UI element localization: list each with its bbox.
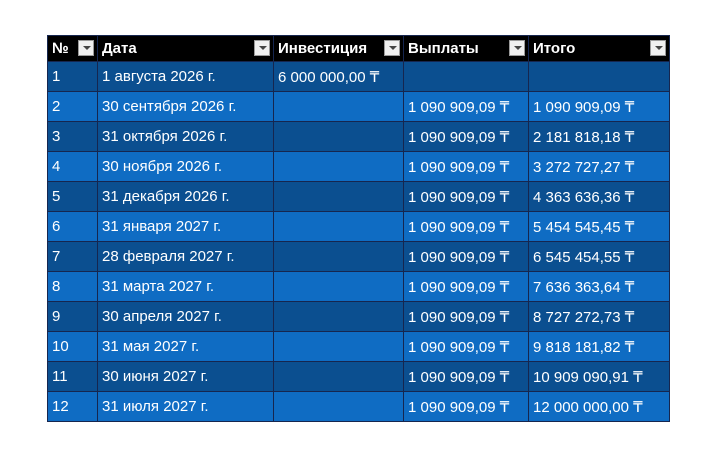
table-cell: 7 [47,241,98,272]
table-cell: 30 июня 2027 г. [97,361,274,392]
table-cell: 1 090 909,09 ₸ [403,241,529,272]
table-cell [273,241,404,272]
table-cell: 30 ноября 2026 г. [97,151,274,182]
table-cell [273,151,404,182]
table-cell: 12 000 000,00 ₸ [528,391,670,422]
header-label: Выплаты [408,40,479,57]
table-cell [273,91,404,122]
table-cell: 31 мая 2027 г. [97,331,274,362]
table-cell: 9 [47,301,98,332]
table-cell: 1 090 909,09 ₸ [403,181,529,212]
header-label: Инвестиция [278,40,368,57]
table-cell: 5 [47,181,98,212]
table-cell: 31 марта 2027 г. [97,271,274,302]
table-row: 12 31 июля 2027 г. 1 090 909,09 ₸ 12 000 00… [47,391,670,422]
header-label: Дата [102,40,137,57]
table-row: 4 30 ноября 2026 г. 1 090 909,09 ₸ 3 272 72… [47,151,670,182]
table-row: 10 31 мая 2027 г. 1 090 909,09 ₸ 9 818 181,… [47,331,670,362]
table-header: № Дата Инвестиция Выплаты Итого [47,35,670,62]
table-cell: 12 [47,391,98,422]
table-cell: 1 090 909,09 ₸ [403,331,529,362]
table-cell: 4 363 636,36 ₸ [528,181,670,212]
table-cell: 1 090 909,09 ₸ [528,91,670,122]
table-cell: 30 сентября 2026 г. [97,91,274,122]
table-cell: 31 октября 2026 г. [97,121,274,152]
table-cell: 31 июля 2027 г. [97,391,274,422]
table-cell: 1 090 909,09 ₸ [403,121,529,152]
table-cell [273,391,404,422]
table-cell: 28 февраля 2027 г. [97,241,274,272]
table-cell: 1 090 909,09 ₸ [403,391,529,422]
table-row: 6 31 января 2027 г. 1 090 909,09 ₸ 5 454 54… [47,211,670,242]
header-label: № [52,40,69,57]
filter-button[interactable] [650,40,666,56]
table-cell: 10 909 090,91 ₸ [528,361,670,392]
table-cell: 31 декабря 2026 г. [97,181,274,212]
table-row: 2 30 сентября 2026 г. 1 090 909,09 ₸ 1 090 … [47,91,670,122]
table-cell: 6 [47,211,98,242]
header-cell: Выплаты [403,35,529,62]
table-row: 11 30 июня 2027 г. 1 090 909,09 ₸ 10 909 09… [47,361,670,392]
table-cell: 1 августа 2026 г. [97,61,274,92]
table-cell: 9 818 181,82 ₸ [528,331,670,362]
table-cell [273,301,404,332]
table-row: 9 30 апреля 2027 г. 1 090 909,09 ₸ 8 727 27… [47,301,670,332]
table-row: 7 28 февраля 2027 г. 1 090 909,09 ₸ 6 545 4… [47,241,670,272]
filter-button[interactable] [384,40,400,56]
header-cell: Итого [528,35,670,62]
table-cell: 10 [47,331,98,362]
table-cell: 5 454 545,45 ₸ [528,211,670,242]
table-cell [403,61,529,92]
table-cell: 2 [47,91,98,122]
table-cell [273,331,404,362]
table-cell: 1 [47,61,98,92]
header-row: № Дата Инвестиция Выплаты Итого [47,35,670,62]
table-cell: 6 545 454,55 ₸ [528,241,670,272]
table-row: 5 31 декабря 2026 г. 1 090 909,09 ₸ 4 363 6… [47,181,670,212]
table-cell: 7 636 363,64 ₸ [528,271,670,302]
table-cell: 11 [47,361,98,392]
table-row: 3 31 октября 2026 г. 1 090 909,09 ₸ 2 181 8… [47,121,670,152]
table-cell: 1 090 909,09 ₸ [403,361,529,392]
table-cell: 1 090 909,09 ₸ [403,271,529,302]
table-cell [528,61,670,92]
table-cell: 31 января 2027 г. [97,211,274,242]
filter-button[interactable] [254,40,270,56]
table-cell: 3 [47,121,98,152]
filter-button[interactable] [78,40,94,56]
table-cell [273,361,404,392]
table-cell: 8 727 272,73 ₸ [528,301,670,332]
filter-button[interactable] [509,40,525,56]
table-cell: 1 090 909,09 ₸ [403,211,529,242]
table-cell: 2 181 818,18 ₸ [528,121,670,152]
header-cell: Инвестиция [273,35,404,62]
table-cell: 1 090 909,09 ₸ [403,151,529,182]
table-cell: 8 [47,271,98,302]
table-cell: 30 апреля 2027 г. [97,301,274,332]
table-cell [273,211,404,242]
table-cell: 1 090 909,09 ₸ [403,301,529,332]
table-cell: 4 [47,151,98,182]
table-cell: 3 272 727,27 ₸ [528,151,670,182]
header-cell: Дата [97,35,274,62]
table-row: 8 31 марта 2027 г. 1 090 909,09 ₸ 7 636 363… [47,271,670,302]
header-label: Итого [533,40,576,57]
table-cell: 1 090 909,09 ₸ [403,91,529,122]
table-cell: 6 000 000,00 ₸ [273,61,404,92]
table-cell [273,181,404,212]
table-cell [273,121,404,152]
table-cell [273,271,404,302]
header-cell: № [47,35,98,62]
